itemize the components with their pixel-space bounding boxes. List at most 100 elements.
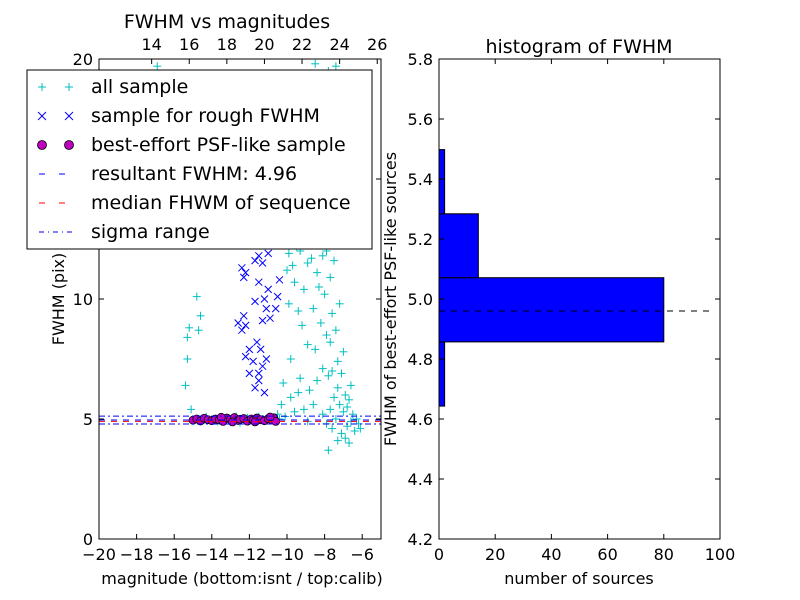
all-sample-point — [284, 249, 293, 258]
all-sample-point — [183, 333, 192, 342]
rough-sample-point-b — [260, 295, 269, 303]
histogram-ticks: 0 20 40 60 80 100 4.2 4.4 4.6 4.8 5.0 5.2 5.4 5.6 5.8 — [408, 50, 736, 564]
scatter-xlabel: magnitude (bottom:isnt / top:calib) — [101, 569, 382, 588]
all-sample-point — [309, 304, 318, 313]
top-tick-label: 14 — [141, 35, 161, 54]
rough-sample-point-b — [253, 338, 261, 347]
y-tick-label: 5 — [83, 410, 93, 429]
all-sample-point — [303, 259, 312, 267]
all-sample-point — [322, 331, 331, 339]
histogram-title: histogram of FWHM — [485, 36, 672, 58]
top-tick-label: 16 — [179, 35, 199, 54]
rough-sample-point-b — [245, 345, 254, 354]
all-sample-point — [341, 391, 350, 399]
histogram-bar — [438, 213, 479, 279]
all-sample-point — [314, 283, 323, 291]
all-sample-point — [324, 371, 333, 380]
all-sample-point — [294, 307, 303, 315]
rough-sample-point-b — [234, 319, 242, 327]
all-sample-point — [283, 266, 291, 275]
legend-box — [26, 69, 373, 250]
rough-sample-point-b — [241, 352, 250, 361]
top-tick-label: 22 — [292, 35, 312, 54]
rough-sample-point-b — [258, 362, 267, 371]
legend-label: sample for rough FWHM — [91, 105, 320, 127]
all-sample-point — [341, 434, 350, 443]
rough-sample-point-b — [266, 314, 274, 323]
hist-y-tick-label: 4.2 — [408, 530, 433, 549]
x-tick-label: −8 — [313, 545, 337, 564]
all-sample-point — [324, 446, 333, 455]
rough-sample-point-b — [256, 345, 265, 354]
rough-sample-point — [254, 251, 263, 260]
all-sample-point — [305, 386, 314, 395]
y-tick-label: 10 — [73, 290, 93, 309]
rough-sample-point-b — [254, 251, 263, 260]
rough-sample-point — [254, 369, 263, 378]
all-sample-point — [333, 436, 342, 445]
all-sample-point — [330, 393, 338, 402]
rough-sample-point — [260, 295, 269, 303]
rough-sample-point-b — [238, 263, 246, 272]
rough-sample-point-b — [273, 292, 282, 301]
all-sample-point — [333, 357, 342, 366]
all-sample-point — [311, 345, 320, 354]
all-sample-point — [296, 374, 305, 383]
rough-sample-point — [254, 278, 263, 287]
all-sample-point — [277, 400, 286, 409]
all-sample-point — [348, 410, 357, 419]
rough-sample-point — [271, 304, 280, 313]
all-sample-point — [335, 400, 344, 409]
rough-sample-point-b — [249, 357, 258, 366]
rough-sample-point-b — [258, 259, 267, 267]
all-sample-point — [299, 405, 308, 414]
all-sample-point — [330, 256, 338, 265]
legend-label: best-effort PSF-like sample — [91, 134, 346, 156]
scatter-hlines — [99, 415, 381, 425]
rough-sample-point — [253, 338, 261, 347]
rough-sample-point-b — [262, 355, 271, 363]
all-sample-point — [331, 326, 340, 335]
y-tick-label: 20 — [73, 50, 93, 69]
all-sample-point — [192, 292, 201, 301]
all-sample-point — [333, 383, 342, 392]
all-sample-point — [356, 424, 365, 433]
all-sample-point — [288, 261, 297, 270]
hist-x-tick-label: 60 — [597, 545, 617, 564]
rough-sample-point-b — [275, 275, 284, 284]
all-sample-point — [279, 379, 288, 387]
rough-sample-point-b — [258, 316, 267, 325]
rough-sample-point — [241, 268, 250, 277]
rough-sample-point-b — [264, 285, 273, 294]
legend-label: sigma range — [91, 221, 210, 243]
all-sample-point — [194, 326, 203, 335]
rough-sample-point — [245, 345, 254, 354]
all-sample-point — [153, 62, 162, 71]
rough-sample-point — [239, 311, 248, 320]
hist-y-tick-label: 4.8 — [408, 350, 433, 369]
scatter-legend: all sample sample for rough FWHM best-ef… — [26, 69, 373, 250]
x-tick-label: −12 — [233, 545, 267, 564]
histogram-bars — [438, 149, 665, 407]
legend-label: all sample — [91, 76, 188, 98]
all-sample-point — [343, 403, 352, 411]
all-sample-point — [343, 422, 352, 431]
all-sample-point — [294, 388, 303, 397]
all-sample-point — [299, 285, 308, 294]
rough-sample-point — [264, 249, 273, 258]
legend-marker-plus — [38, 83, 46, 91]
hist-y-tick-label: 5.8 — [408, 50, 433, 69]
rough-sample-point-b — [241, 268, 250, 277]
all-sample-point — [303, 340, 312, 349]
all-sample-point — [345, 439, 354, 447]
rough-sample-point — [249, 357, 258, 366]
rough-sample-point — [251, 383, 259, 392]
all-sample-point — [181, 381, 190, 390]
all-sample-point — [307, 254, 316, 263]
hist-y-tick-label: 4.4 — [408, 470, 433, 489]
all-sample-point — [350, 427, 359, 435]
rough-sample-point — [258, 259, 267, 267]
rough-sample-point — [275, 275, 284, 284]
rough-sample-point — [245, 369, 254, 378]
